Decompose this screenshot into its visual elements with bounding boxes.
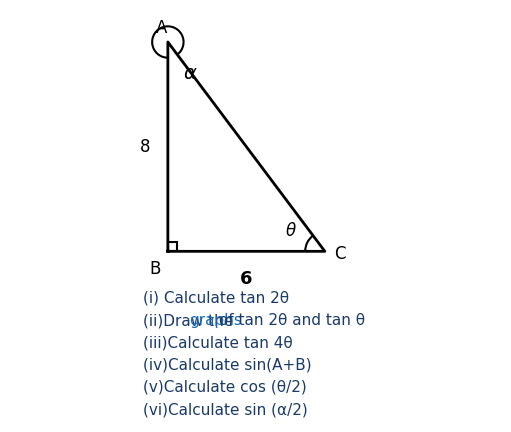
Text: C: C: [334, 245, 345, 263]
Text: (ii)Draw the: (ii)Draw the: [143, 313, 238, 328]
Text: α: α: [183, 64, 196, 83]
Text: 8: 8: [141, 138, 151, 156]
Text: (vi)Calculate sin (α/2): (vi)Calculate sin (α/2): [143, 402, 308, 417]
Text: B: B: [149, 260, 160, 279]
Text: A: A: [156, 19, 167, 37]
Text: (iii)Calculate tan 4θ: (iii)Calculate tan 4θ: [143, 335, 293, 350]
Text: of tan 2θ and tan θ: of tan 2θ and tan θ: [214, 313, 365, 328]
Text: θ: θ: [286, 222, 296, 240]
Text: (i) Calculate tan 2θ: (i) Calculate tan 2θ: [143, 291, 289, 306]
Bar: [168, 242, 177, 251]
Text: graphs: graphs: [189, 313, 242, 328]
Text: (v)Calculate cos (θ/2): (v)Calculate cos (θ/2): [143, 380, 307, 395]
Text: (iv)Calculate sin(A+B): (iv)Calculate sin(A+B): [143, 358, 312, 373]
Text: 6: 6: [240, 270, 252, 288]
